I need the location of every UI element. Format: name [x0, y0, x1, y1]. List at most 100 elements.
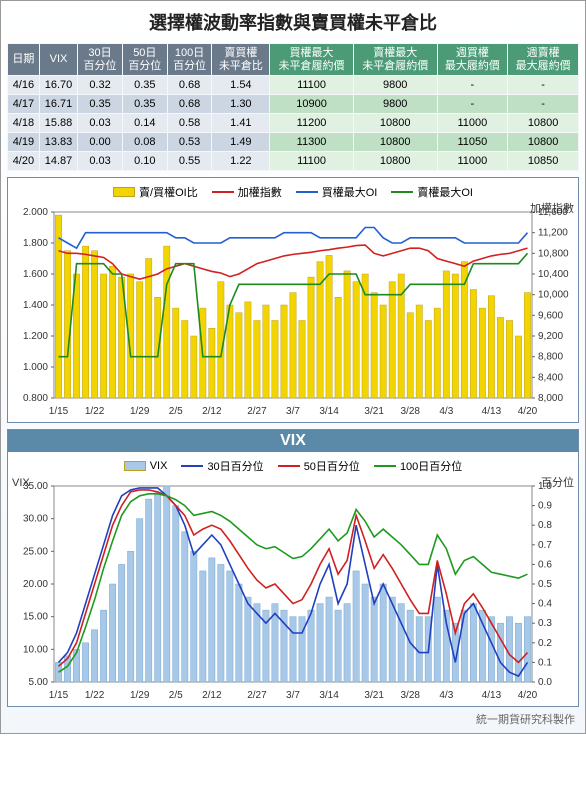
table-header: 日期 — [8, 44, 40, 76]
table-cell: 10800 — [508, 114, 579, 133]
table-cell: 10900 — [270, 95, 354, 114]
table-cell: 0.32 — [78, 76, 123, 95]
svg-text:0.4: 0.4 — [538, 599, 552, 610]
svg-text:25.00: 25.00 — [23, 547, 48, 558]
table-cell: 0.35 — [78, 95, 123, 114]
table-cell: 14.87 — [39, 152, 77, 171]
legend-item: 賣/買權OI比 — [113, 184, 198, 200]
svg-text:10,000: 10,000 — [538, 290, 569, 301]
table-cell: 11300 — [270, 133, 354, 152]
table-cell: 0.35 — [122, 76, 167, 95]
svg-text:0.5: 0.5 — [538, 579, 552, 590]
table-cell: - — [508, 76, 579, 95]
svg-text:1/22: 1/22 — [85, 690, 105, 701]
table-header: 買權最大未平倉履約價 — [270, 44, 354, 76]
footer-note: 統一期貨研究科製作 — [7, 707, 579, 727]
svg-text:10,400: 10,400 — [538, 269, 569, 280]
table-cell: 0.68 — [167, 95, 212, 114]
svg-text:15.00: 15.00 — [23, 612, 48, 623]
table-cell: 10850 — [508, 152, 579, 171]
table-header: 賣權最大未平倉履約價 — [353, 44, 437, 76]
legend-swatch — [391, 191, 413, 193]
table-header: 週賣權最大履約價 — [508, 44, 579, 76]
svg-text:4/20: 4/20 — [518, 690, 538, 701]
table-cell: 11200 — [270, 114, 354, 133]
table-cell: 11000 — [437, 152, 508, 171]
legend-label: 賣/買權OI比 — [139, 184, 198, 200]
svg-text:3/7: 3/7 — [286, 690, 300, 701]
table-header: 100日百分位 — [167, 44, 212, 76]
svg-text:8,800: 8,800 — [538, 352, 563, 363]
table-cell: 10800 — [353, 114, 437, 133]
table-cell: 0.53 — [167, 133, 212, 152]
table-cell: 9800 — [353, 76, 437, 95]
legend-item: 買權最大OI — [296, 184, 378, 200]
svg-text:0.800: 0.800 — [23, 393, 48, 404]
svg-text:9,200: 9,200 — [538, 331, 563, 342]
table-cell: 15.88 — [39, 114, 77, 133]
svg-text:1.600: 1.600 — [23, 269, 48, 280]
table-cell: 4/19 — [8, 133, 40, 152]
svg-text:1.400: 1.400 — [23, 300, 48, 311]
table-cell: 10800 — [353, 152, 437, 171]
table-cell: 16.71 — [39, 95, 77, 114]
table-cell: 0.08 — [122, 133, 167, 152]
svg-text:9,600: 9,600 — [538, 311, 563, 322]
data-table: 日期VIX30日百分位50日百分位100日百分位賣買權未平倉比買權最大未平倉履約… — [7, 43, 579, 171]
legend-label: 加權指數 — [238, 184, 282, 200]
chart1-box: 賣/買權OI比加權指數買權最大OI賣權最大OI 0.8001.0001.2001… — [7, 177, 579, 423]
svg-text:3/28: 3/28 — [401, 690, 421, 701]
table-cell: 10800 — [508, 133, 579, 152]
svg-text:3/21: 3/21 — [364, 406, 384, 417]
svg-text:1/15: 1/15 — [49, 690, 69, 701]
legend-item: 30日百分位 — [181, 458, 263, 474]
table-cell: 4/16 — [8, 76, 40, 95]
svg-text:3/14: 3/14 — [319, 690, 339, 701]
svg-text:1/29: 1/29 — [130, 406, 150, 417]
legend-swatch — [124, 461, 146, 471]
page-title: 選擇權波動率指數與賣買權未平倉比 — [7, 9, 579, 35]
report-page: 選擇權波動率指數與賣買權未平倉比 日期VIX30日百分位50日百分位100日百分… — [0, 0, 586, 734]
table-cell: - — [437, 76, 508, 95]
svg-text:1.200: 1.200 — [23, 331, 48, 342]
table-row: 4/1815.880.030.140.581.41112001080011000… — [8, 114, 579, 133]
table-cell: - — [508, 95, 579, 114]
svg-text:1.800: 1.800 — [23, 238, 48, 249]
table-cell: 0.14 — [122, 114, 167, 133]
svg-text:10.00: 10.00 — [23, 645, 48, 656]
table-header: 50日百分位 — [122, 44, 167, 76]
svg-text:0.9: 0.9 — [538, 501, 552, 512]
svg-text:0.0: 0.0 — [538, 677, 552, 688]
legend-item: 賣權最大OI — [391, 184, 473, 200]
table-cell: 0.35 — [122, 95, 167, 114]
table-cell: 1.49 — [212, 133, 270, 152]
table-cell: 13.83 — [39, 133, 77, 152]
table-cell: 11000 — [437, 114, 508, 133]
table-row: 4/1616.700.320.350.681.54111009800-- — [8, 76, 579, 95]
legend-swatch — [374, 465, 396, 467]
legend-swatch — [212, 191, 234, 193]
svg-text:1.000: 1.000 — [23, 362, 48, 373]
table-header: 週買權最大履約價 — [437, 44, 508, 76]
svg-text:2/27: 2/27 — [247, 406, 267, 417]
table-cell: 11100 — [270, 152, 354, 171]
svg-text:2/12: 2/12 — [202, 690, 222, 701]
table-cell: - — [437, 95, 508, 114]
legend-swatch — [181, 465, 203, 467]
svg-text:0.8: 0.8 — [538, 520, 552, 531]
chart2-svg: 5.0010.0015.0020.0025.0030.0035.000.00.1… — [8, 476, 578, 706]
table-header: 30日百分位 — [78, 44, 123, 76]
legend-item: 50日百分位 — [278, 458, 360, 474]
table-cell: 4/17 — [8, 95, 40, 114]
svg-text:11,200: 11,200 — [538, 228, 568, 239]
legend-swatch — [278, 465, 300, 467]
table-cell: 0.00 — [78, 133, 123, 152]
svg-text:1/29: 1/29 — [130, 690, 150, 701]
svg-text:加權指數: 加權指數 — [530, 202, 574, 215]
svg-text:8,000: 8,000 — [538, 393, 563, 404]
svg-text:2/27: 2/27 — [247, 690, 267, 701]
svg-text:1/15: 1/15 — [49, 406, 69, 417]
legend-item: VIX — [124, 460, 168, 472]
legend-label: 50日百分位 — [304, 458, 360, 474]
table-cell: 10800 — [353, 133, 437, 152]
